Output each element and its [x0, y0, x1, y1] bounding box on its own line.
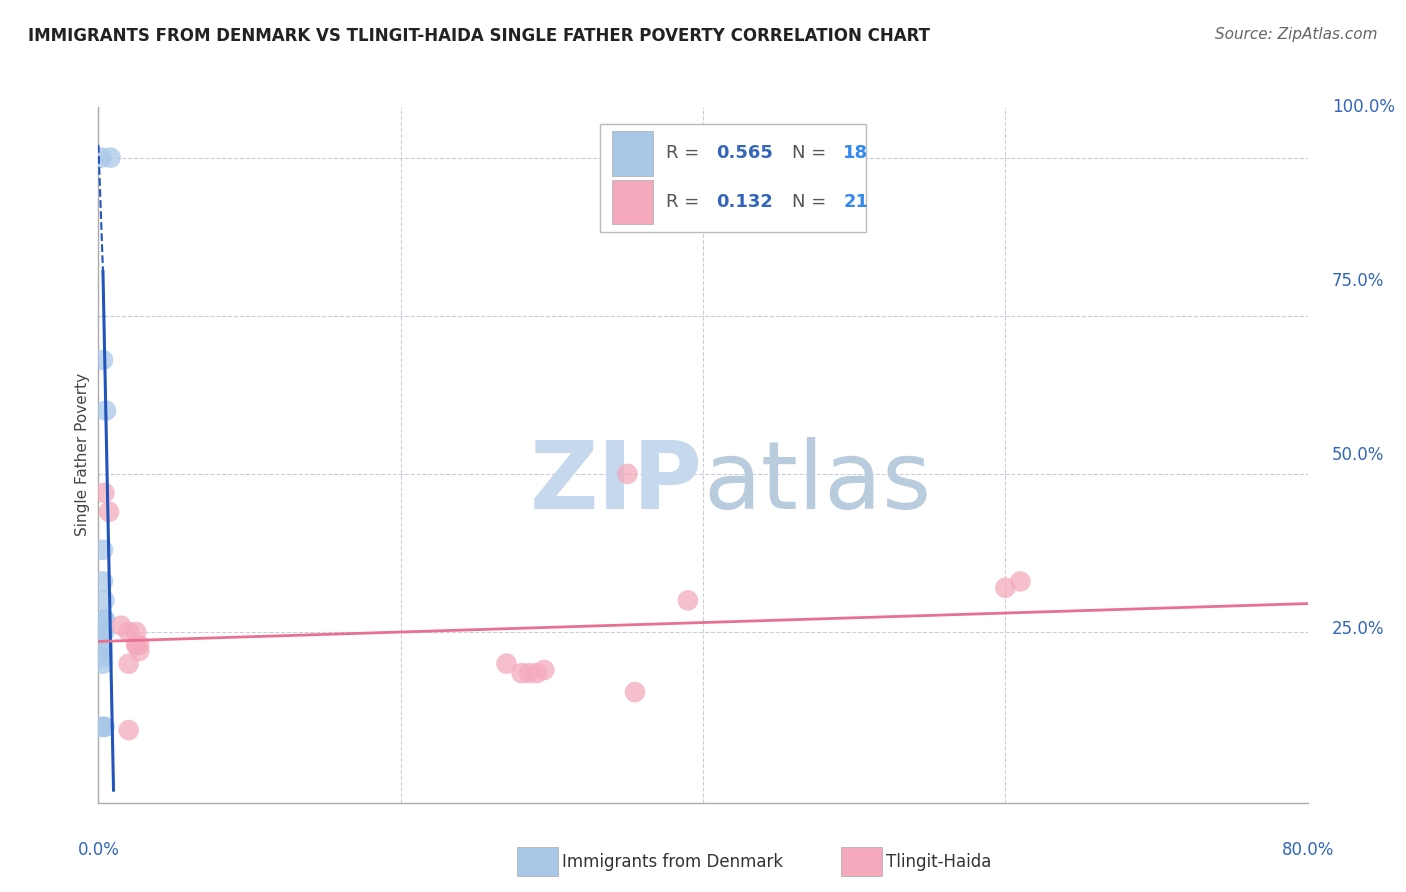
Point: [91, 353, 114, 368]
Point: [118, 657, 141, 671]
Point: [91, 650, 114, 665]
Text: N =: N =: [793, 145, 832, 162]
Point: [91, 657, 114, 671]
Text: 25.0%: 25.0%: [1331, 620, 1385, 638]
Text: Tlingit-Haida: Tlingit-Haida: [886, 853, 991, 871]
Point: [526, 666, 548, 681]
Text: atlas: atlas: [703, 437, 931, 529]
Text: ZIP: ZIP: [530, 437, 703, 529]
Point: [93, 720, 115, 734]
Point: [1010, 574, 1032, 589]
FancyBboxPatch shape: [612, 131, 654, 176]
Text: 50.0%: 50.0%: [1331, 446, 1384, 464]
Text: 75.0%: 75.0%: [1331, 272, 1384, 290]
Point: [517, 666, 540, 681]
Point: [90, 151, 112, 165]
FancyBboxPatch shape: [600, 124, 866, 232]
Text: 80.0%: 80.0%: [1281, 841, 1334, 859]
Point: [91, 542, 114, 557]
Point: [125, 638, 148, 652]
Point: [533, 663, 555, 677]
FancyBboxPatch shape: [612, 179, 654, 224]
Point: [994, 581, 1017, 595]
Point: [128, 638, 150, 652]
Point: [100, 151, 122, 165]
Text: IMMIGRANTS FROM DENMARK VS TLINGIT-HAIDA SINGLE FATHER POVERTY CORRELATION CHART: IMMIGRANTS FROM DENMARK VS TLINGIT-HAIDA…: [28, 27, 931, 45]
Point: [91, 574, 114, 589]
Point: [93, 486, 115, 500]
Point: [93, 612, 115, 626]
Point: [125, 638, 148, 652]
Point: [676, 593, 699, 607]
Point: [110, 618, 132, 632]
Point: [616, 467, 638, 481]
Point: [93, 625, 115, 640]
Text: 0.565: 0.565: [716, 145, 773, 162]
Text: 0.132: 0.132: [716, 193, 773, 211]
Text: 100.0%: 100.0%: [1331, 98, 1395, 116]
Point: [125, 625, 148, 640]
Text: 21: 21: [844, 193, 869, 211]
Point: [93, 612, 115, 626]
Text: R =: R =: [665, 193, 704, 211]
Point: [128, 644, 150, 658]
Point: [93, 720, 115, 734]
Text: R =: R =: [665, 145, 704, 162]
Point: [91, 638, 114, 652]
Point: [91, 625, 114, 640]
Point: [118, 723, 141, 737]
Point: [118, 625, 141, 640]
Point: [495, 657, 517, 671]
Point: [93, 593, 115, 607]
Text: 0.0%: 0.0%: [77, 841, 120, 859]
Point: [510, 666, 533, 681]
Text: N =: N =: [793, 193, 832, 211]
Text: 18: 18: [844, 145, 869, 162]
Y-axis label: Single Father Poverty: Single Father Poverty: [75, 374, 90, 536]
Point: [90, 720, 112, 734]
Text: Source: ZipAtlas.com: Source: ZipAtlas.com: [1215, 27, 1378, 42]
Point: [91, 644, 114, 658]
Text: Immigrants from Denmark: Immigrants from Denmark: [562, 853, 783, 871]
Point: [624, 685, 647, 699]
Point: [94, 403, 117, 417]
Point: [98, 505, 121, 519]
